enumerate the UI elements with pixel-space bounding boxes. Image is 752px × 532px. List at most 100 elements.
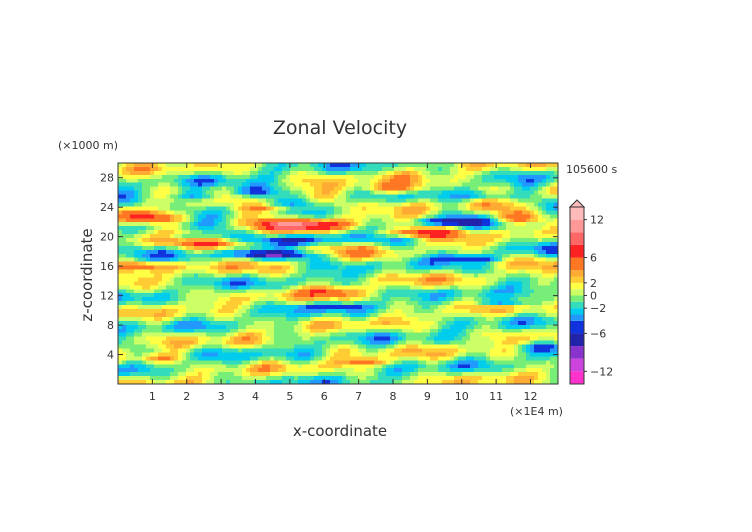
heatmap-cell [494,281,499,286]
heatmap-cell [338,336,343,341]
heatmap-cell [370,230,375,235]
heatmap-cell [146,206,151,211]
heatmap-cell [454,241,459,247]
heatmap-cell [538,170,543,176]
heatmap-cell [214,249,219,255]
heatmap-cell [298,226,303,231]
heatmap-cell [194,249,199,255]
heatmap-cell [426,293,431,298]
heatmap-cell [154,237,159,243]
heatmap-cell [522,269,527,274]
heatmap-cell [262,289,267,294]
heatmap-cell [178,241,183,247]
heatmap-cell [382,328,387,334]
heatmap-cell [454,277,459,282]
heatmap-cell [506,273,511,278]
heatmap-cell [350,210,355,215]
heatmap-cell [330,202,335,207]
heatmap-cell [254,178,259,184]
heatmap-cell [322,309,327,314]
heatmap-cell [146,245,151,251]
heatmap-cell [554,163,559,168]
heatmap-cell [386,332,391,338]
heatmap-cell [126,289,131,294]
heatmap-cell [538,293,543,298]
heatmap-cell [278,305,283,310]
heatmap-cell [210,202,215,207]
heatmap-cell [338,234,343,239]
heatmap-cell [254,249,259,255]
heatmap-cell [170,316,175,322]
heatmap-cell [402,214,407,219]
heatmap-cell [338,301,343,306]
heatmap-cell [546,301,551,306]
heatmap-cell [454,336,459,341]
heatmap-cell [138,166,143,172]
heatmap-cell [362,237,367,243]
heatmap-cell [322,281,327,286]
heatmap-cell [234,214,239,219]
heatmap-cell [254,301,259,306]
heatmap-cell [302,289,307,294]
heatmap-cell [378,210,383,215]
heatmap-cell [286,210,291,215]
heatmap-cell [526,289,531,294]
heatmap-cell [386,198,391,203]
heatmap-cell [538,277,543,282]
heatmap-cell [306,281,311,286]
heatmap-cell [538,226,543,231]
heatmap-cell [322,312,327,318]
heatmap-cell [290,253,295,259]
heatmap-cell [258,206,263,211]
heatmap-cell [166,328,171,334]
heatmap-cell [426,257,431,263]
heatmap-cell [294,305,299,310]
heatmap-cell [158,320,163,326]
heatmap-cell [510,174,515,180]
heatmap-cell [122,285,127,290]
heatmap-cell [182,234,187,239]
heatmap-cell [166,281,171,286]
heatmap-cell [138,214,143,219]
heatmap-cell [162,253,167,259]
heatmap-cell [386,273,391,278]
heatmap-cell [298,182,303,188]
heatmap-cell [206,281,211,286]
heatmap-cell [550,186,555,192]
heatmap-cell [542,316,547,322]
heatmap-cell [522,281,527,286]
heatmap-cell [286,206,291,211]
heatmap-cell [530,281,535,286]
heatmap-cell [378,305,383,310]
heatmap-cell [166,166,171,172]
heatmap-cell [138,222,143,227]
heatmap-cell [358,226,363,231]
heatmap-cell [130,241,135,247]
heatmap-cell [318,273,323,278]
heatmap-cell [454,170,459,176]
heatmap-cell [318,253,323,259]
heatmap-cell [426,174,431,180]
heatmap-cell [542,293,547,298]
heatmap-cell [230,324,235,330]
heatmap-cell [346,316,351,322]
heatmap-cell [286,253,291,259]
heatmap-cell [346,206,351,211]
heatmap-cell [330,241,335,247]
heatmap-cell [190,320,195,326]
heatmap-cell [270,309,275,314]
heatmap-cell [270,174,275,180]
heatmap-cell [362,222,367,227]
heatmap-cell [482,293,487,298]
heatmap-cell [230,281,235,286]
heatmap-cell [206,297,211,302]
heatmap-cell [494,289,499,294]
heatmap-cell [266,257,271,263]
heatmap-cell [262,186,267,192]
heatmap-cell [254,285,259,290]
heatmap-cell [206,226,211,231]
heatmap-cell [198,285,203,290]
heatmap-cell [454,230,459,235]
heatmap-cell [494,198,499,203]
heatmap-cell [438,166,443,172]
